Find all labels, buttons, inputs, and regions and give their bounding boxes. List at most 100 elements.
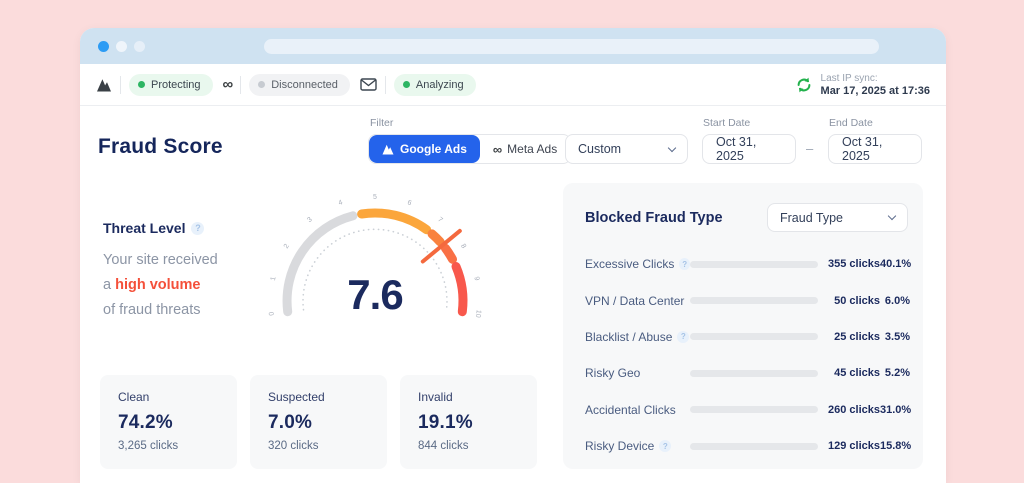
divider: [120, 75, 121, 94]
status-bar: Protecting ∞ Disconnected Analyzing: [80, 64, 946, 106]
help-icon[interactable]: ?: [659, 440, 672, 453]
row-clicks: 260 clicks: [828, 403, 880, 416]
svg-text:2: 2: [283, 243, 291, 250]
help-icon[interactable]: ?: [679, 258, 690, 271]
svg-text:7: 7: [436, 216, 444, 224]
threat-line1: Your site received: [103, 252, 218, 268]
row-label: Excessive Clicks: [585, 257, 675, 272]
browser-chrome: [80, 28, 946, 64]
fraud-score-gauge: 0 1 2 3 4 5 6 7 8 9 10 7.6: [245, 194, 505, 369]
fraud-row-vpn-data-center: VPN / Data Center 50 clicks 6.0%: [585, 282, 910, 318]
date-separator: –: [806, 141, 814, 156]
help-icon[interactable]: ?: [677, 330, 690, 343]
row-percent: 15.8%: [880, 440, 912, 453]
row-percent: 5.2%: [884, 367, 910, 380]
fraud-row-excessive-clicks: Excessive Clicks? 355 clicks 40.1%: [585, 246, 912, 282]
row-clicks: 355 clicks: [828, 258, 880, 271]
status-label: Protecting: [151, 78, 201, 91]
date-range-select[interactable]: Custom: [565, 134, 688, 164]
mail-icon: [360, 78, 377, 91]
google-ads-toggle-button[interactable]: Google Ads: [369, 135, 480, 163]
bar-track: [690, 442, 818, 450]
panel-title: Blocked Fraud Type: [585, 209, 723, 226]
stat-card-clean: Clean 74.2% 3,265 clicks: [100, 375, 237, 469]
select-value: Custom: [578, 142, 622, 156]
window-control-dot[interactable]: [116, 40, 127, 52]
stat-value: 19.1%: [418, 412, 473, 433]
divider: [240, 75, 242, 94]
divider: [384, 75, 386, 94]
sync-refresh-icon[interactable]: [795, 76, 813, 94]
click-stats: Clean 74.2% 3,265 clicks Suspected 7.0% …: [100, 375, 550, 469]
select-value: Fraud Type: [780, 210, 844, 225]
url-bar[interactable]: [264, 38, 879, 54]
blocked-fraud-type-panel: Blocked Fraud Type Fraud Type Excessive …: [563, 183, 923, 469]
toggle-label: Google Ads: [400, 142, 467, 156]
chevron-down-icon: [887, 211, 897, 221]
row-clicks: 50 clicks: [834, 294, 880, 307]
brand-a-icon: [96, 78, 112, 92]
meta-ads-toggle-button[interactable]: ∞ Meta Ads: [480, 135, 570, 163]
end-date-input[interactable]: Oct 31, 2025: [828, 134, 922, 164]
meta-icon: ∞: [492, 141, 502, 157]
filter-label: Filter: [370, 117, 394, 129]
sync-timestamp: Mar 17, 2025 at 17:36: [820, 84, 930, 97]
chevron-down-icon: [667, 143, 677, 152]
window-control-dot[interactable]: [98, 40, 109, 52]
fraud-type-select[interactable]: Fraud Type: [767, 203, 908, 232]
window-control-dot[interactable]: [134, 40, 145, 52]
row-percent: 40.1%: [880, 258, 912, 271]
row-percent: 6.0%: [884, 294, 910, 307]
fraud-row-blacklist-abuse: Blacklist / Abuse? 25 clicks 3.5%: [585, 319, 910, 355]
status-pill-protecting: Protecting: [129, 73, 213, 96]
stat-value: 7.0%: [268, 412, 313, 433]
gray-dot-icon: [258, 81, 266, 88]
threat-level-heading: Threat Level ?: [103, 220, 205, 236]
row-label: Accidental Clicks: [585, 402, 676, 417]
svg-text:5: 5: [373, 194, 377, 201]
platform-toggle: Google Ads ∞ Meta Ads: [368, 134, 572, 164]
fraud-gauge: 0 1 2 3 4 5 6 7 8 9 10 7.6: [268, 194, 482, 318]
bar-track: [690, 369, 818, 377]
bar-track: [690, 297, 818, 305]
svg-text:3: 3: [306, 216, 314, 224]
end-date-label: End Date: [829, 117, 873, 129]
svg-text:9: 9: [472, 276, 480, 281]
google-ads-icon: [382, 144, 394, 155]
bar-track: [690, 333, 818, 341]
fraud-row-risky-geo: Risky Geo 45 clicks 5.2%: [585, 355, 910, 391]
row-percent: 31.0%: [880, 403, 912, 416]
fraud-row-accidental-clicks: Accidental Clicks 260 clicks 31.0%: [585, 392, 912, 428]
row-label: Blacklist / Abuse: [585, 329, 673, 344]
stat-card-suspected: Suspected 7.0% 320 clicks: [250, 375, 387, 469]
svg-text:0: 0: [268, 311, 275, 316]
svg-text:10: 10: [474, 309, 482, 318]
toggle-label: Meta Ads: [507, 142, 558, 156]
row-label: Risky Device: [585, 439, 655, 454]
stat-sub: 3,265 clicks: [118, 440, 179, 452]
svg-text:8: 8: [459, 243, 467, 250]
svg-text:4: 4: [338, 199, 344, 207]
svg-text:6: 6: [406, 199, 412, 207]
bar-track: [690, 260, 818, 268]
status-pill-disconnected: Disconnected: [249, 73, 350, 96]
threat-description: Your site received a high volume of frau…: [103, 248, 218, 323]
row-clicks: 45 clicks: [834, 367, 880, 380]
row-label: Risky Geo: [585, 366, 641, 381]
ip-sync: Last IP sync: Mar 17, 2025 at 17:36: [795, 73, 930, 97]
threat-line2: a high volume: [103, 277, 201, 293]
sync-label: Last IP sync:: [820, 72, 878, 84]
start-date-input[interactable]: Oct 31, 2025: [702, 134, 796, 164]
row-label: VPN / Data Center: [585, 293, 685, 308]
stat-card-invalid: Invalid 19.1% 844 clicks: [400, 375, 537, 469]
fraud-row-risky-device: Risky Device? 129 clicks 15.8%: [585, 428, 912, 464]
green-dot-icon: [402, 81, 410, 88]
stat-label: Suspected: [268, 390, 325, 404]
row-clicks: 25 clicks: [834, 330, 880, 343]
meta-icon: ∞: [222, 76, 234, 93]
help-icon[interactable]: ?: [191, 221, 205, 235]
row-percent: 3.5%: [884, 330, 910, 343]
threat-level-title: Threat Level: [103, 220, 186, 236]
stat-value: 74.2%: [118, 412, 173, 433]
threat-line3: of fraud threats: [103, 302, 201, 318]
